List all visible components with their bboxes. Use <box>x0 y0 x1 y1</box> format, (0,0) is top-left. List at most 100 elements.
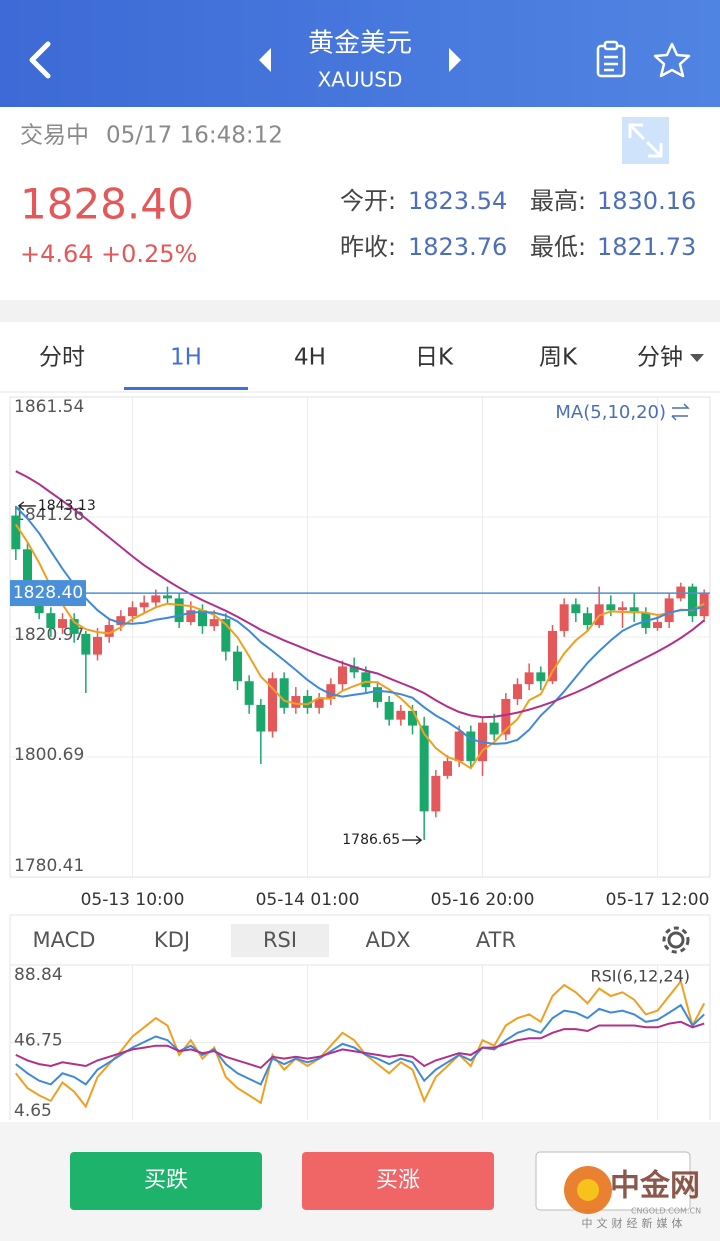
header-title: 黄金美元 <box>308 29 412 59</box>
stat-value: 1823.76 <box>408 233 507 261</box>
candle-body <box>163 595 172 599</box>
y-tick-label: 46.75 <box>14 1030 63 1050</box>
candle-body <box>268 678 277 732</box>
candle-body <box>536 672 546 682</box>
expand-button[interactable] <box>622 117 669 164</box>
candle-body <box>559 604 569 631</box>
chart-legend: RSI(6,12,24) <box>590 967 690 986</box>
period-tab[interactable]: 4H <box>294 345 326 371</box>
rsi-line <box>15 1020 705 1069</box>
candle-body <box>361 672 371 688</box>
candle-body <box>93 636 102 655</box>
moving-average <box>15 505 705 745</box>
candle-body <box>501 698 511 735</box>
settings-icon[interactable] <box>662 926 690 954</box>
candle-body <box>454 731 464 762</box>
candle-body <box>606 604 616 611</box>
price-change: +4.64 <box>20 240 94 268</box>
stat-label: 昨收: <box>340 233 396 261</box>
candle-body <box>431 775 441 812</box>
moving-average <box>14 523 705 770</box>
candle-body <box>291 696 301 708</box>
indicator-tab-bar <box>9 914 711 966</box>
candle-body <box>209 619 219 627</box>
period-tab[interactable]: 日K <box>415 345 454 371</box>
candle-body <box>244 681 254 705</box>
candle-body <box>618 607 627 611</box>
candle-body <box>384 701 394 720</box>
favorite-icon[interactable] <box>653 42 691 78</box>
y-tick-label: 1841.26 <box>14 505 84 525</box>
candle-body <box>653 622 662 628</box>
stat-label: 今开: <box>340 187 396 215</box>
y-tick-label: 1861.54 <box>14 397 84 417</box>
sell-button-label: 买跌 <box>144 1168 188 1193</box>
candle-body <box>664 598 674 623</box>
watermark-brand: 中金网 <box>610 1169 700 1204</box>
period-tab[interactable]: 周K <box>539 345 578 371</box>
notes-icon[interactable] <box>596 40 626 78</box>
candle-body <box>326 684 336 699</box>
period-tab[interactable]: 1H <box>170 345 202 371</box>
current-price-tag <box>10 580 86 607</box>
candle-body <box>489 722 499 735</box>
price-change-pct: +0.25% <box>101 240 197 268</box>
candle-body <box>396 710 406 720</box>
stat-value: 1830.16 <box>597 187 696 215</box>
x-tick-label: 05-14 01:00 <box>256 890 360 910</box>
indicator-tab[interactable]: RSI <box>263 928 297 952</box>
indicator-tab[interactable]: ADX <box>366 928 411 952</box>
current-price-label: 1828.40 <box>13 583 83 603</box>
period-tab[interactable]: 分时 <box>39 345 85 371</box>
candle-body <box>279 678 289 708</box>
candle-body <box>408 710 417 726</box>
candle-body <box>256 704 266 732</box>
watermark: 中金网 CNGOLD.COM.CN 中文财经新媒体 <box>564 1166 701 1230</box>
ma-settings-icon[interactable] <box>671 403 690 421</box>
candle-body <box>419 725 429 812</box>
stat-label: 最高: <box>530 187 586 215</box>
candle-body <box>571 604 581 614</box>
x-tick-label: 05-13 10:00 <box>81 890 185 910</box>
period-tab[interactable]: 分钟 <box>637 345 683 371</box>
indicator-tab[interactable]: KDJ <box>154 928 190 952</box>
candle-body <box>629 607 639 614</box>
back-button[interactable] <box>29 41 51 79</box>
candle-body <box>443 761 452 776</box>
y-tick-label: 4.65 <box>14 1101 52 1121</box>
low-marker-arrow <box>402 835 423 845</box>
candle-body <box>139 602 149 608</box>
dropdown-arrow <box>690 354 704 362</box>
buy-button[interactable] <box>302 1152 494 1210</box>
next-symbol[interactable] <box>449 48 461 72</box>
candle-body <box>373 687 382 702</box>
last-price: 1828.40 <box>20 180 194 229</box>
candle-body <box>221 619 231 652</box>
candle-body <box>548 630 557 682</box>
stat-value: 1823.54 <box>408 187 507 215</box>
header-bar <box>0 0 720 107</box>
candle-body <box>46 613 56 628</box>
x-tick-label: 05-17 12:00 <box>606 890 710 910</box>
candle-body <box>349 666 359 673</box>
candle-body <box>303 696 312 708</box>
indicator-tab[interactable]: MACD <box>33 928 96 952</box>
candle-body <box>314 698 324 708</box>
rsi-line <box>15 1003 705 1086</box>
candle-body <box>174 598 184 623</box>
stat-value: 1821.73 <box>597 233 696 261</box>
x-tick-label: 05-16 20:00 <box>431 890 535 910</box>
prev-symbol[interactable] <box>259 48 271 72</box>
low-marker-label: 1786.65 <box>342 832 400 848</box>
candle-body <box>128 607 137 617</box>
candle-body <box>513 684 522 699</box>
sell-button[interactable] <box>70 1152 262 1210</box>
indicator-tab[interactable]: ATR <box>476 928 516 952</box>
candle-body <box>58 619 67 628</box>
candle-body <box>466 731 476 762</box>
high-marker-arrow <box>17 501 36 511</box>
candle-body <box>116 616 126 626</box>
y-tick-label: 88.84 <box>14 965 63 985</box>
